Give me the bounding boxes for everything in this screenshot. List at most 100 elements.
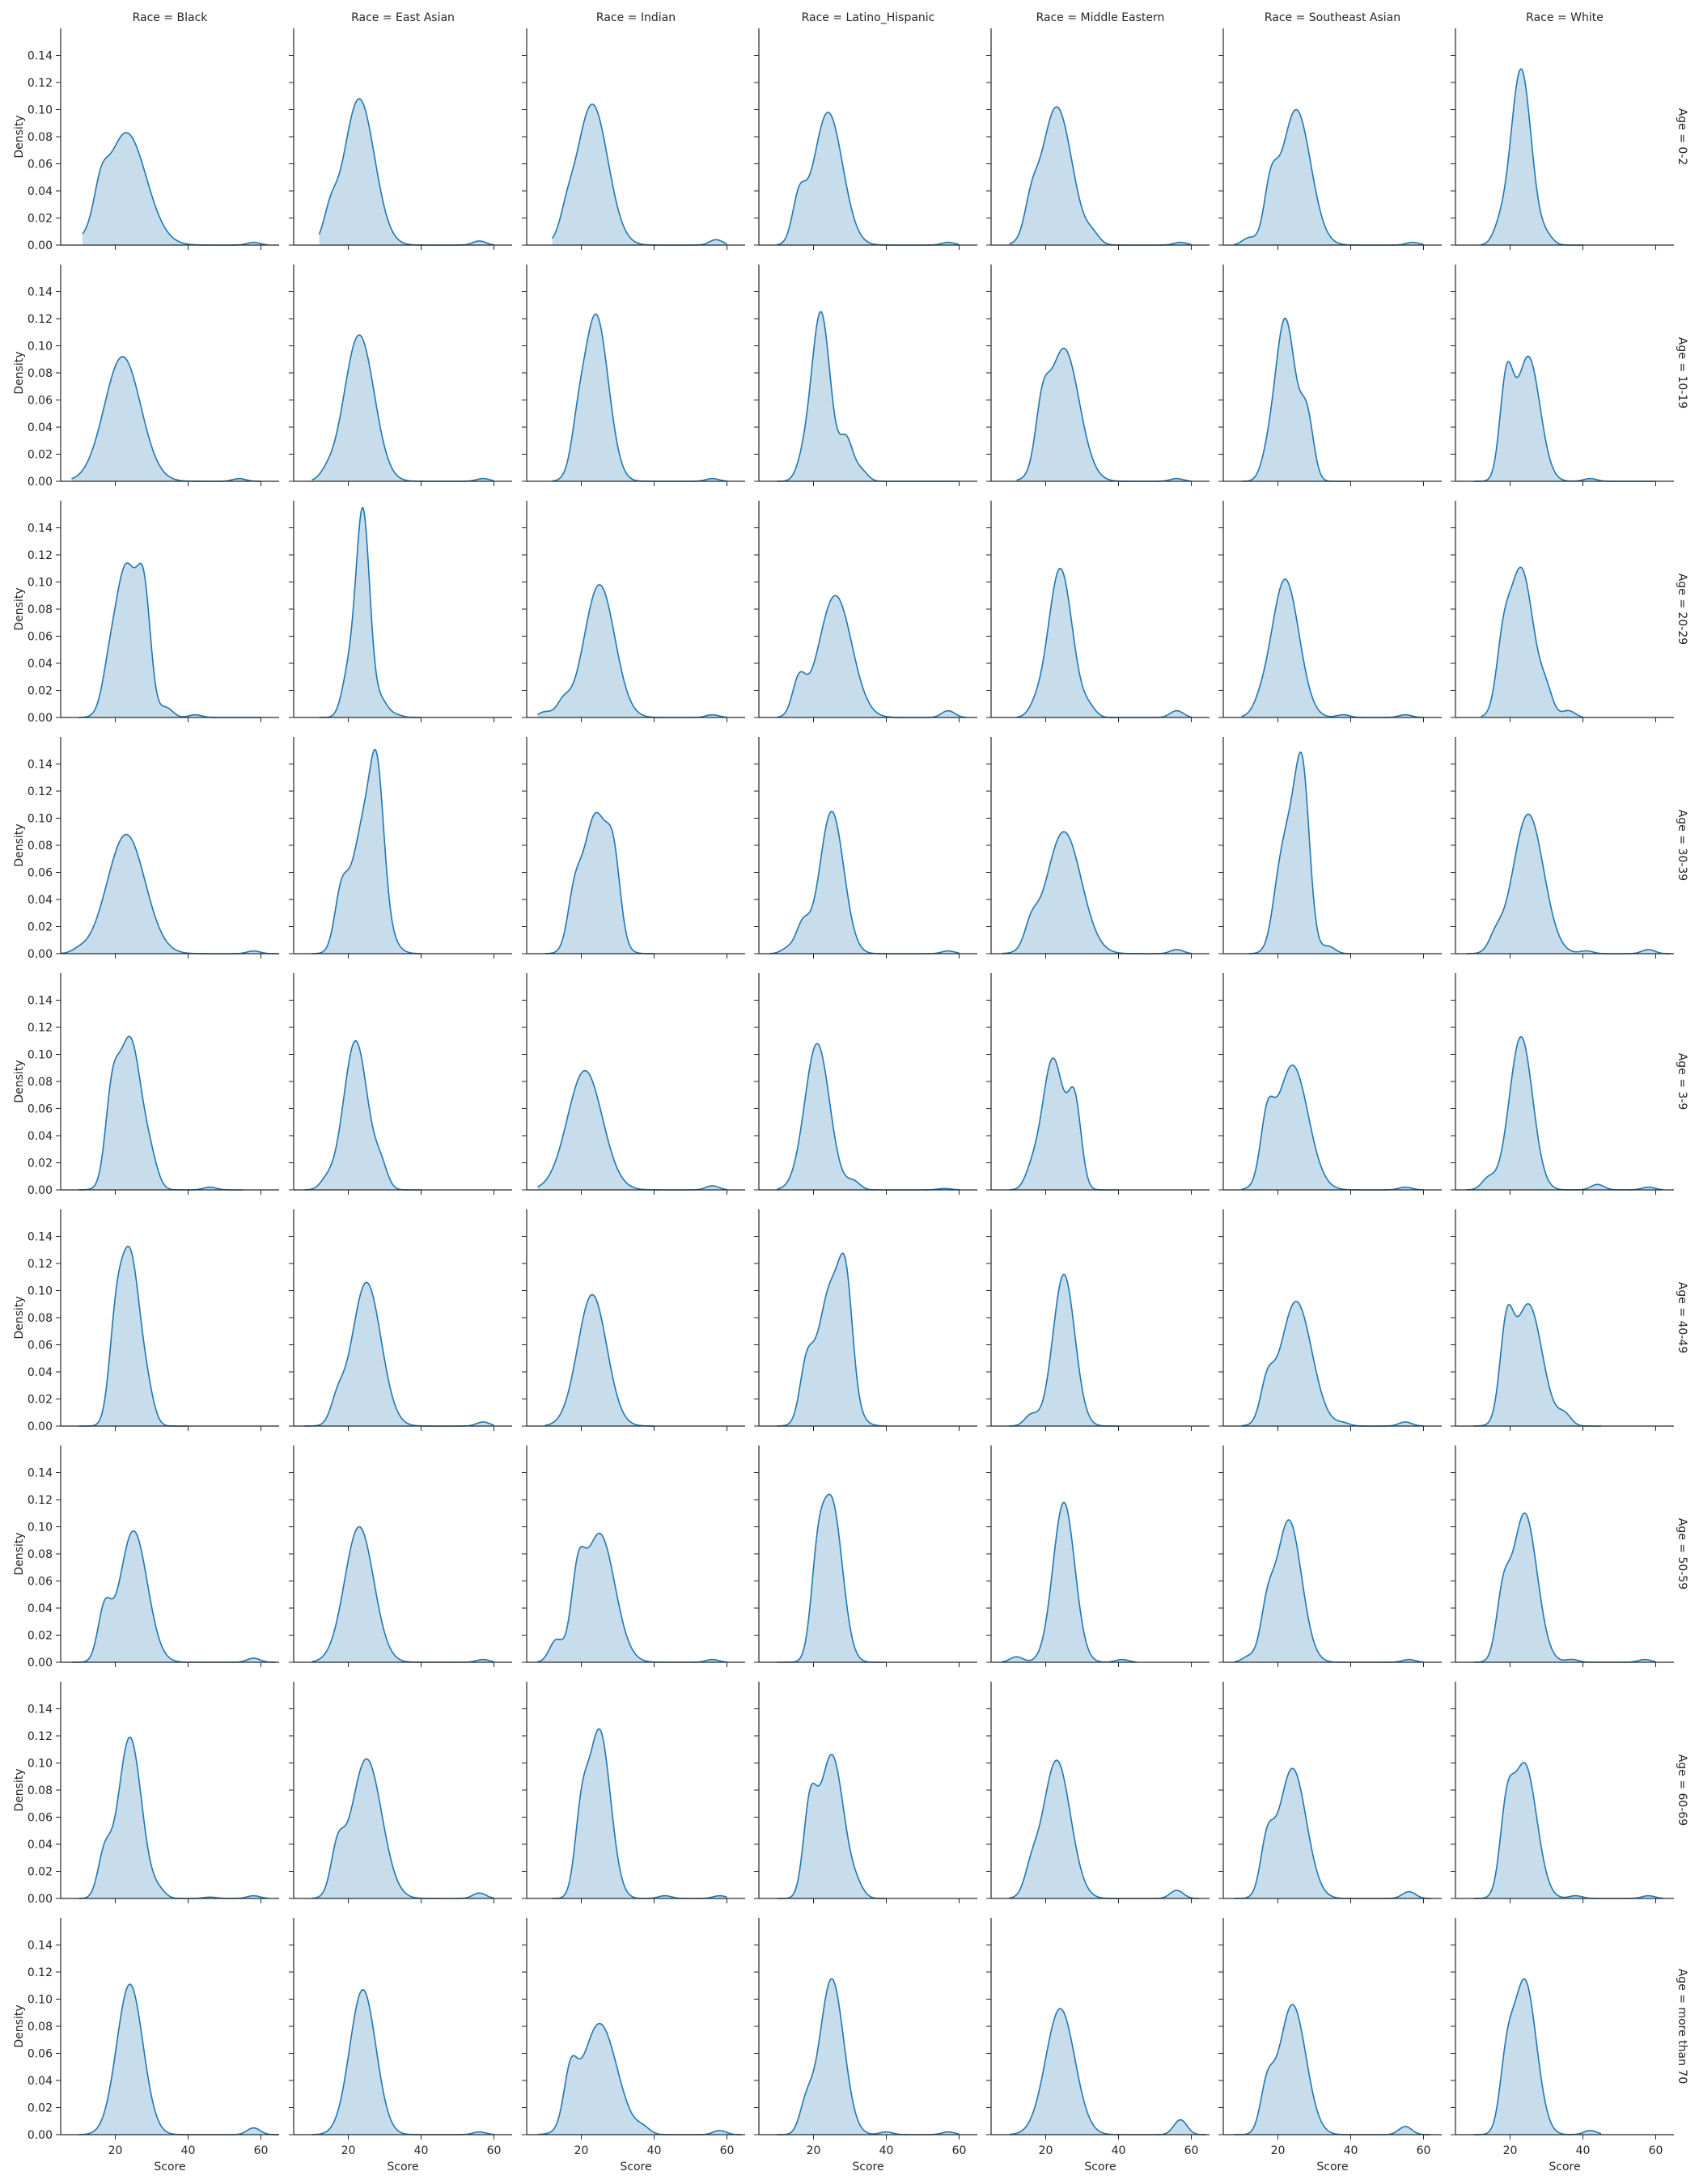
facet-panel-r7-c5 (1218, 1682, 1442, 1903)
kde-fill (1002, 832, 1192, 954)
y-tick-label: 0.14 (28, 1704, 53, 1716)
kde-line (1009, 1273, 1119, 1427)
kde-fill (777, 1754, 887, 1898)
x-tick-label: 40 (647, 2144, 662, 2157)
row-title: Age = 0-2 (1676, 108, 1688, 166)
y-tick-label: 0.02 (28, 1394, 53, 1407)
kde-fill (78, 1036, 243, 1190)
facet-panel-r0-c3 (754, 28, 977, 250)
kde-fill (1016, 348, 1192, 481)
y-axis-label: Density (13, 1532, 26, 1575)
facet-panel-r3-c6 (1451, 737, 1674, 959)
kde-fill (552, 104, 727, 245)
y-tick-label: 0.02 (28, 921, 53, 934)
kde-line (1016, 567, 1192, 718)
kde-fill (1002, 1502, 1137, 1662)
kde-fill (1241, 1064, 1424, 1190)
y-tick-label: 0.00 (28, 1657, 53, 1670)
kde-fill (311, 1526, 494, 1662)
kde-fill (1241, 579, 1424, 717)
y-axis-label: Density (13, 115, 26, 158)
y-tick-label: 0.04 (28, 894, 53, 907)
x-tick-label: 40 (1576, 2144, 1591, 2157)
y-tick-label: 0.08 (28, 2021, 53, 2034)
kde-line (1009, 2008, 1206, 2135)
column-title: Race = East Asian (351, 11, 455, 24)
x-axis-label: Score (1084, 2161, 1116, 2173)
kde-fill (311, 749, 422, 954)
kde-line (1473, 1978, 1602, 2135)
y-tick-label: 0.02 (28, 1866, 53, 1879)
facet-panel-r0-c1 (289, 28, 512, 250)
column-title: Race = Black (133, 11, 209, 24)
x-axis-label: Score (1549, 2161, 1580, 2173)
kde-line (71, 1530, 276, 1663)
kde-line (311, 748, 422, 954)
y-tick-label: 0.10 (28, 577, 53, 590)
y-tick-label: 0.00 (28, 1420, 53, 1433)
row-title: Age = 50-59 (1676, 1518, 1688, 1589)
y-tick-label: 0.00 (28, 476, 53, 489)
facet-panel-r4-c4 (986, 973, 1210, 1195)
facet-panel-r1-c6 (1451, 265, 1674, 486)
facet-panel-r6-c4 (986, 1445, 1210, 1667)
kde-fill (78, 562, 261, 717)
facet-panel-r8-c1: 20 40 60 Score (289, 1918, 512, 2173)
kde-fill (1473, 1763, 1663, 1898)
kde-fill (1009, 107, 1192, 245)
y-tick-label: 0.10 (28, 813, 53, 826)
column-title: Race = Indian (596, 11, 676, 24)
y-tick-label: 0.02 (28, 449, 53, 462)
x-tick-label: 60 (487, 2144, 502, 2157)
x-tick-label: 20 (1271, 2144, 1286, 2157)
kde-fill (311, 1989, 494, 2135)
y-tick-label: 0.14 (28, 523, 53, 535)
y-tick-label: 0.08 (28, 367, 53, 380)
y-tick-label: 0.08 (28, 1548, 53, 1561)
facet-panel-r2-c5 (1218, 501, 1442, 722)
y-tick-label: 0.06 (28, 1340, 53, 1352)
facet-panel-r7-c3 (754, 1682, 977, 1903)
facet-grid: 0.00 0.02 0.04 0.06 0.08 0.10 0.12 0.14 Density A… (13, 11, 1688, 2173)
y-tick-label: 0.00 (28, 239, 53, 252)
kde-line (1241, 1301, 1424, 1427)
y-tick-label: 0.12 (28, 77, 53, 90)
x-tick-label: 20 (341, 2144, 356, 2157)
y-tick-label: 0.12 (28, 1730, 53, 1743)
kde-line (544, 811, 655, 954)
facet-panel-r1-c1 (289, 265, 512, 486)
y-tick-label: 0.14 (28, 995, 53, 1008)
row-title: Age = 20-29 (1676, 574, 1688, 645)
facet-panel-r5-c3 (754, 1209, 977, 1431)
x-tick-label: 20 (574, 2144, 589, 2157)
x-tick-label: 20 (108, 2144, 123, 2157)
facet-panel-r5-c1 (289, 1209, 512, 1431)
kde-fill (1234, 1519, 1424, 1662)
y-tick-label: 0.10 (28, 1049, 53, 1062)
y-tick-label: 0.02 (28, 1630, 53, 1643)
x-tick-label: 40 (879, 2144, 894, 2157)
y-axis-label: Density (13, 1768, 26, 1811)
y-tick-label: 0.06 (28, 1103, 53, 1116)
kde-fill (78, 1984, 279, 2135)
y-tick-label: 0.04 (28, 658, 53, 671)
facet-panel-r0-c0: 0.00 0.02 0.04 0.06 0.08 0.10 0.12 0.14 Density (13, 28, 279, 252)
y-tick-label: 0.02 (28, 213, 53, 226)
kde-fill (71, 356, 261, 481)
kde-fill (537, 1070, 727, 1190)
y-tick-label: 0.04 (28, 1130, 53, 1143)
y-tick-label: 0.10 (28, 341, 53, 353)
x-tick-label: 60 (1184, 2144, 1199, 2157)
kde-fill (1009, 1274, 1119, 1426)
y-tick-label: 0.08 (28, 603, 53, 616)
y-tick-label: 0.08 (28, 1784, 53, 1797)
kde-line (537, 2022, 742, 2135)
kde-fill (777, 1253, 887, 1426)
column-title: Race = White (1526, 11, 1604, 24)
y-tick-label: 0.06 (28, 867, 53, 880)
facet-panel-r8-c5: 20 40 60 Score (1218, 1918, 1442, 2173)
x-tick-label: 60 (720, 2144, 735, 2157)
x-tick-label: 40 (1112, 2144, 1126, 2157)
x-tick-label: 60 (1417, 2144, 1431, 2157)
row-title: Age = more than 70 (1676, 1969, 1688, 2085)
